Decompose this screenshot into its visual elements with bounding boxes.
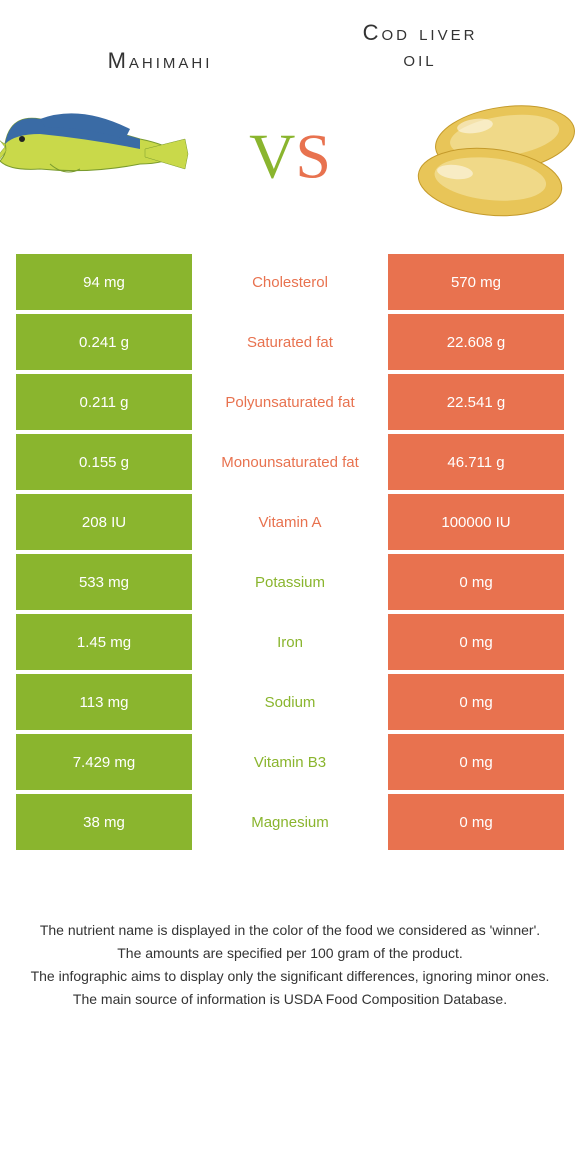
vs-v-letter: V xyxy=(249,121,295,192)
cell-left-value: 533 mg xyxy=(16,554,192,610)
cell-left-value: 208 IU xyxy=(16,494,192,550)
table-row: 208 IUVitamin A100000 IU xyxy=(16,494,564,550)
title-right-line2: oil xyxy=(403,46,436,71)
footer-line1: The nutrient name is displayed in the co… xyxy=(30,920,550,941)
footer-line3: The infographic aims to display only the… xyxy=(30,966,550,987)
title-mahimahi: Mahimahi xyxy=(30,48,290,74)
cell-left-value: 7.429 mg xyxy=(16,734,192,790)
cell-left-value: 113 mg xyxy=(16,674,192,730)
cell-left-value: 1.45 mg xyxy=(16,614,192,670)
header-row: Mahimahi Cod liver oil xyxy=(0,0,580,74)
cell-left-value: 0.155 g xyxy=(16,434,192,490)
vs-text: VS xyxy=(249,120,331,194)
cell-right-value: 0 mg xyxy=(388,794,564,850)
cell-nutrient-label: Vitamin B3 xyxy=(192,734,388,790)
header-left: Mahimahi xyxy=(30,20,290,74)
table-row: 38 mgMagnesium0 mg xyxy=(16,794,564,850)
footer-line2: The amounts are specified per 100 gram o… xyxy=(30,943,550,964)
table-row: 94 mgCholesterol570 mg xyxy=(16,254,564,310)
cell-right-value: 0 mg xyxy=(388,734,564,790)
cell-left-value: 38 mg xyxy=(16,794,192,850)
title-right-line1: Cod liver xyxy=(363,20,478,45)
cell-nutrient-label: Polyunsaturated fat xyxy=(192,374,388,430)
header-right: Cod liver oil xyxy=(290,20,550,73)
table-row: 0.211 gPolyunsaturated fat22.541 g xyxy=(16,374,564,430)
table-row: 113 mgSodium0 mg xyxy=(16,674,564,730)
cell-left-value: 94 mg xyxy=(16,254,192,310)
comparison-table: 94 mgCholesterol570 mg0.241 gSaturated f… xyxy=(16,254,564,850)
table-row: 7.429 mgVitamin B30 mg xyxy=(16,734,564,790)
cell-right-value: 570 mg xyxy=(388,254,564,310)
cell-nutrient-label: Magnesium xyxy=(192,794,388,850)
cell-right-value: 0 mg xyxy=(388,614,564,670)
table-row: 533 mgPotassium0 mg xyxy=(16,554,564,610)
title-cod-liver-oil: Cod liver oil xyxy=(290,20,550,73)
mahimahi-image xyxy=(0,84,190,224)
cell-right-value: 22.541 g xyxy=(388,374,564,430)
cell-right-value: 0 mg xyxy=(388,674,564,730)
vs-s-letter: S xyxy=(295,121,331,192)
cell-nutrient-label: Sodium xyxy=(192,674,388,730)
cell-left-value: 0.211 g xyxy=(16,374,192,430)
cell-nutrient-label: Monounsaturated fat xyxy=(192,434,388,490)
table-row: 0.155 gMonounsaturated fat46.711 g xyxy=(16,434,564,490)
cell-nutrient-label: Vitamin A xyxy=(192,494,388,550)
cell-right-value: 46.711 g xyxy=(388,434,564,490)
cell-left-value: 0.241 g xyxy=(16,314,192,370)
cell-right-value: 100000 IU xyxy=(388,494,564,550)
cell-nutrient-label: Cholesterol xyxy=(192,254,388,310)
cell-nutrient-label: Potassium xyxy=(192,554,388,610)
cell-nutrient-label: Saturated fat xyxy=(192,314,388,370)
cod-liver-oil-image xyxy=(390,84,580,224)
cell-right-value: 22.608 g xyxy=(388,314,564,370)
table-row: 0.241 gSaturated fat22.608 g xyxy=(16,314,564,370)
table-row: 1.45 mgIron0 mg xyxy=(16,614,564,670)
footer-text: The nutrient name is displayed in the co… xyxy=(30,920,550,1010)
images-row: VS xyxy=(0,74,580,254)
footer-line4: The main source of information is USDA F… xyxy=(30,989,550,1010)
cell-right-value: 0 mg xyxy=(388,554,564,610)
cell-nutrient-label: Iron xyxy=(192,614,388,670)
